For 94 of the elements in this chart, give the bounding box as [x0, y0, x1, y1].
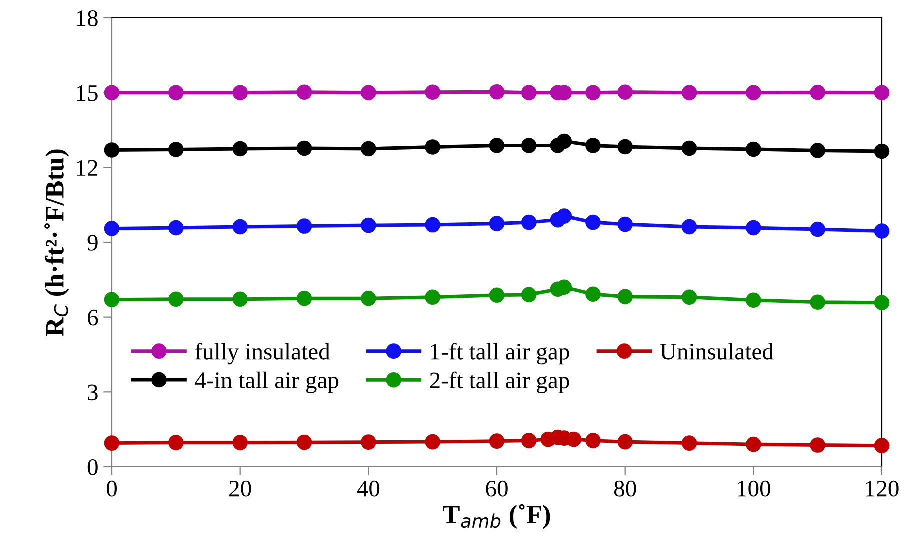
- point: [104, 292, 120, 308]
- point: [361, 218, 376, 234]
- point: [489, 84, 505, 100]
- point: [104, 85, 120, 100]
- point: [521, 85, 537, 100]
- point: [682, 140, 698, 156]
- point: [104, 221, 120, 236]
- point: [521, 287, 537, 303]
- point: [618, 434, 633, 450]
- point: [296, 140, 312, 156]
- legend-label: 1-ft tall air gap: [431, 342, 570, 365]
- legend-label: 4-in tall air gap: [195, 372, 339, 394]
- point: [586, 214, 601, 230]
- x-tick-label: 60: [486, 480, 508, 497]
- point: [104, 436, 120, 451]
- point: [746, 85, 762, 100]
- point: [810, 222, 826, 238]
- point: [425, 84, 440, 100]
- legend-label: 2-ft tall air gap: [430, 372, 570, 394]
- point: [874, 295, 890, 311]
- y-tick-label: 3: [88, 384, 98, 401]
- point: [425, 217, 440, 233]
- point: [489, 434, 505, 449]
- point: [232, 141, 248, 157]
- point: [296, 290, 312, 306]
- point: [361, 141, 376, 157]
- y-tick-label: 9: [88, 235, 98, 251]
- y-tick-label: 15: [77, 85, 98, 102]
- point: [521, 214, 537, 230]
- point: [810, 438, 826, 453]
- point: [586, 286, 601, 302]
- point: [425, 290, 440, 306]
- point: [586, 85, 601, 100]
- point: [168, 435, 184, 450]
- y-tick-label: 6: [88, 310, 98, 326]
- point: [232, 435, 248, 450]
- point: [874, 85, 890, 100]
- y-tick-label: 18: [77, 10, 98, 26]
- point: [682, 85, 698, 100]
- point: [874, 224, 890, 239]
- x-axis-title: T$_{amb}$ (˚F): [443, 504, 550, 530]
- x-tick-label: 0: [106, 480, 118, 497]
- point: [746, 292, 762, 308]
- point: [566, 432, 582, 448]
- point: [232, 219, 248, 235]
- point: [618, 289, 633, 305]
- y-axis-title: R$_{C}$ (h·ft²·˚F/Btu): [44, 150, 70, 336]
- point: [489, 138, 505, 154]
- y-tick-label: 12: [77, 160, 98, 176]
- point: [489, 216, 505, 232]
- point: [361, 434, 376, 450]
- point: [746, 142, 762, 158]
- x-tick-label: 20: [230, 480, 252, 497]
- point: [168, 220, 184, 236]
- point: [168, 85, 184, 100]
- point: [556, 208, 572, 224]
- point: [232, 292, 248, 308]
- x-tick-label: 100: [738, 480, 770, 497]
- x-tick-label: 120: [866, 480, 899, 497]
- legend-label: fully insulated: [195, 342, 330, 365]
- y-tick-label: 0: [88, 459, 98, 476]
- point: [168, 142, 184, 158]
- point: [586, 138, 601, 154]
- point: [874, 144, 890, 160]
- point: [746, 436, 762, 452]
- point: [682, 436, 698, 451]
- point: [168, 292, 184, 308]
- point: [425, 140, 440, 155]
- point: [682, 219, 698, 235]
- point: [104, 142, 120, 158]
- point: [489, 288, 505, 304]
- point: [361, 85, 376, 100]
- point: [810, 143, 826, 158]
- point: [296, 434, 312, 450]
- point: [425, 434, 440, 450]
- legend-label: Uninsulated: [660, 343, 774, 360]
- point: [874, 438, 890, 454]
- point: [810, 294, 826, 310]
- point: [618, 84, 633, 100]
- point: [618, 216, 633, 232]
- point: [682, 290, 698, 306]
- x-tick-label: 80: [614, 480, 636, 497]
- point: [556, 134, 572, 150]
- point: [232, 85, 248, 100]
- point: [296, 84, 312, 100]
- point: [521, 433, 537, 448]
- point: [746, 220, 762, 236]
- point: [521, 138, 537, 154]
- point: [296, 218, 312, 234]
- x-tick-label: 40: [357, 480, 380, 497]
- point: [618, 139, 633, 155]
- point: [361, 290, 376, 306]
- point: [586, 433, 601, 448]
- point: [810, 84, 826, 100]
